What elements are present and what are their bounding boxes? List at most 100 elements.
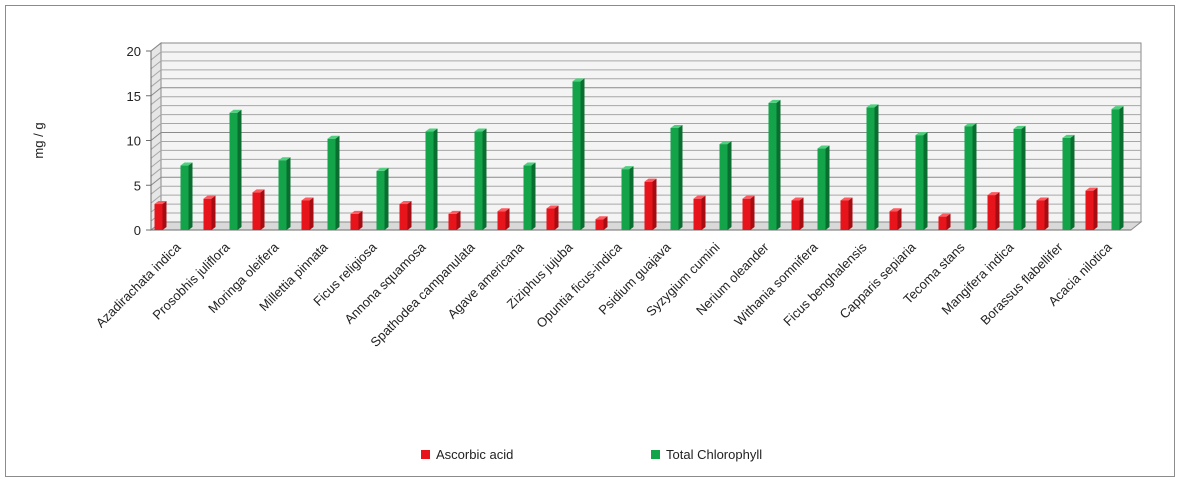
x-category-label: Ficus benghalensis xyxy=(780,239,870,329)
bar-side-face xyxy=(1070,134,1075,230)
bar-front-face xyxy=(719,144,728,230)
legend-item: Ascorbic acid xyxy=(421,447,513,462)
bar-front-face xyxy=(572,81,581,231)
bar-front-face xyxy=(301,200,310,230)
bar-side-face xyxy=(972,123,977,230)
bar-total-chlorophyll xyxy=(180,162,193,230)
bar-side-face xyxy=(505,208,510,230)
bar-side-face xyxy=(580,78,585,231)
bar-front-face xyxy=(180,165,189,230)
bar-top-face xyxy=(915,132,928,136)
bar-front-face xyxy=(1085,190,1094,230)
bar-side-face xyxy=(848,197,853,230)
bar-side-face xyxy=(456,210,461,230)
bar-side-face xyxy=(407,201,412,230)
legend-item: Total Chlorophyll xyxy=(651,447,762,462)
legend-swatch xyxy=(421,450,430,459)
bar-ascorbic-acid xyxy=(448,210,461,230)
bar-side-face xyxy=(995,192,1000,230)
x-category-label: Annona squamosa xyxy=(341,239,429,327)
bar-side-face xyxy=(652,178,657,230)
bar-side-face xyxy=(237,109,242,230)
bar-total-chlorophyll xyxy=(523,162,536,230)
gridline xyxy=(150,123,1141,132)
bar-ascorbic-acid xyxy=(987,192,1000,230)
bar-front-face xyxy=(768,102,777,230)
bar-ascorbic-acid xyxy=(252,189,265,230)
bar-total-chlorophyll xyxy=(1062,134,1075,230)
bar-side-face xyxy=(1021,125,1026,230)
bar-ascorbic-acid xyxy=(1085,187,1098,230)
y-tick-label: 10 xyxy=(127,134,141,149)
bar-front-face xyxy=(278,160,287,230)
bar-total-chlorophyll xyxy=(327,135,340,230)
bar-ascorbic-acid xyxy=(840,197,853,230)
bar-front-face xyxy=(693,198,702,230)
bar-ascorbic-acid xyxy=(546,205,559,230)
y-tick-label: 15 xyxy=(127,89,141,104)
gridline xyxy=(150,114,1141,123)
bar-side-face xyxy=(874,104,879,230)
bar-front-face xyxy=(644,181,653,230)
bar-front-face xyxy=(497,211,506,230)
x-category-label: Borassus flabellifer xyxy=(977,239,1066,328)
bar-front-face xyxy=(742,198,751,230)
bar-front-face xyxy=(523,165,532,230)
gridline xyxy=(150,167,1141,177)
bar-total-chlorophyll xyxy=(964,123,977,230)
bar-side-face xyxy=(923,132,928,230)
bar-side-face xyxy=(1119,106,1124,230)
bar-front-face xyxy=(252,192,261,230)
bar-total-chlorophyll xyxy=(915,132,928,230)
bar-total-chlorophyll xyxy=(278,157,291,230)
bar-side-face xyxy=(554,205,559,230)
bar-total-chlorophyll xyxy=(229,109,242,230)
bar-total-chlorophyll xyxy=(719,141,732,230)
gridline xyxy=(150,96,1141,106)
bar-front-face xyxy=(376,170,385,230)
gridline xyxy=(150,69,1141,79)
bar-side-face xyxy=(897,208,902,230)
bar-front-face xyxy=(670,127,679,230)
bar-total-chlorophyll xyxy=(425,128,438,230)
gridline xyxy=(150,185,1141,195)
bar-front-face xyxy=(964,126,973,230)
bar-front-face xyxy=(915,135,924,230)
bar-ascorbic-acid xyxy=(203,195,216,230)
bar-side-face xyxy=(1093,187,1098,230)
y-tick-label: 0 xyxy=(134,223,141,238)
bar-side-face xyxy=(335,135,340,230)
bar-side-face xyxy=(825,145,830,230)
chart-frame: 0 5 10 15 20 mg / g Azadirachata indica Prosobh… xyxy=(5,5,1175,477)
y-tick-label: 20 xyxy=(127,44,141,59)
bar-total-chlorophyll xyxy=(768,99,781,230)
bar-front-face xyxy=(866,107,875,230)
bar-side-face xyxy=(750,195,755,230)
gridline xyxy=(150,158,1141,168)
legend-swatch xyxy=(651,450,660,459)
bar-front-face xyxy=(595,219,604,230)
gridline xyxy=(150,132,1141,141)
legend-label: Total Chlorophyll xyxy=(666,447,762,462)
bar-ascorbic-acid xyxy=(938,213,951,230)
bar-total-chlorophyll xyxy=(670,124,683,230)
bar-front-face xyxy=(474,131,483,230)
bar-ascorbic-acid xyxy=(350,210,363,230)
bar-total-chlorophyll xyxy=(1013,125,1026,230)
bar-side-face xyxy=(482,128,487,230)
bar-top-face xyxy=(1013,125,1026,129)
gridline xyxy=(150,42,1141,52)
x-category-label: Withania somnifera xyxy=(731,239,821,329)
bar-side-face xyxy=(433,128,438,230)
bar-ascorbic-acid xyxy=(497,208,510,230)
gridline xyxy=(150,105,1141,115)
bar-side-face xyxy=(309,197,314,230)
gridline xyxy=(150,60,1141,70)
bar-side-face xyxy=(384,167,389,230)
bar-front-face xyxy=(817,148,826,230)
bar-side-face xyxy=(678,124,683,230)
bar-side-face xyxy=(701,195,706,230)
bar-front-face xyxy=(840,200,849,230)
y-axis-title: mg / g xyxy=(31,122,46,158)
